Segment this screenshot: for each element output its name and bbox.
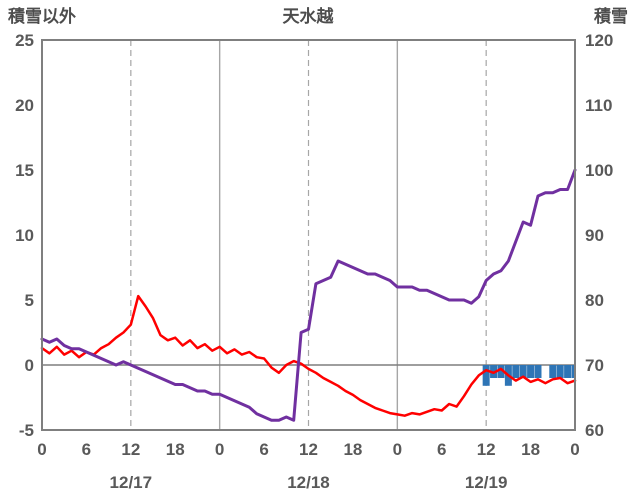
left-axis-tick-label: 25 bbox=[15, 31, 34, 50]
precip-bar bbox=[527, 365, 535, 378]
hour-tick-label: 6 bbox=[437, 440, 446, 459]
left-axis-tick-label: -5 bbox=[19, 421, 34, 440]
series-purple-line bbox=[40, 168, 577, 422]
left-axis-tick-label: 20 bbox=[15, 96, 34, 115]
right-axis-tick-label: 80 bbox=[585, 291, 604, 310]
hour-tick-label: 12 bbox=[477, 440, 496, 459]
left-axis-tick-label: 5 bbox=[25, 291, 34, 310]
hour-tick-label: 12 bbox=[121, 440, 140, 459]
precip-bar bbox=[497, 365, 505, 378]
right-axis-title: 積雪 bbox=[594, 6, 628, 26]
date-label: 12/18 bbox=[287, 473, 330, 492]
right-axis-tick-label: 100 bbox=[585, 161, 613, 180]
right-axis-tick-label: 70 bbox=[585, 356, 604, 375]
precip-bar bbox=[519, 365, 527, 378]
hour-tick-label: 6 bbox=[259, 440, 268, 459]
hour-tick-label: 0 bbox=[570, 440, 579, 459]
right-axis-tick-label: 60 bbox=[585, 421, 604, 440]
left-axis-tick-label: 15 bbox=[15, 161, 34, 180]
date-label: 12/17 bbox=[110, 473, 153, 492]
left-axis-tick-label: 10 bbox=[15, 226, 34, 245]
hour-tick-label: 18 bbox=[166, 440, 185, 459]
left-axis-tick-label: 0 bbox=[25, 356, 34, 375]
precip-bar bbox=[556, 365, 564, 378]
precip-bar bbox=[549, 365, 557, 378]
right-axis-tick-label: 110 bbox=[585, 96, 612, 115]
hour-tick-label: 0 bbox=[37, 440, 46, 459]
right-axis-tick-label: 90 bbox=[585, 226, 604, 245]
precip-bar bbox=[512, 365, 520, 378]
date-label: 12/19 bbox=[465, 473, 508, 492]
precip-bar bbox=[534, 365, 542, 378]
hour-tick-label: 0 bbox=[215, 440, 224, 459]
precip-bar bbox=[482, 365, 490, 386]
hour-tick-label: 0 bbox=[393, 440, 402, 459]
plot-frame bbox=[41, 39, 576, 431]
hour-tick-label: 18 bbox=[343, 440, 362, 459]
precip-bar bbox=[564, 365, 572, 378]
precip-bar bbox=[571, 365, 575, 378]
hour-tick-label: 12 bbox=[299, 440, 318, 459]
left-axis-title: 積雪以外 bbox=[8, 6, 76, 26]
chart-title: 天水越 bbox=[283, 6, 335, 26]
hour-tick-label: 6 bbox=[82, 440, 91, 459]
series-red-line bbox=[40, 294, 577, 417]
hour-tick-label: 18 bbox=[521, 440, 540, 459]
right-axis-tick-label: 120 bbox=[585, 31, 613, 50]
